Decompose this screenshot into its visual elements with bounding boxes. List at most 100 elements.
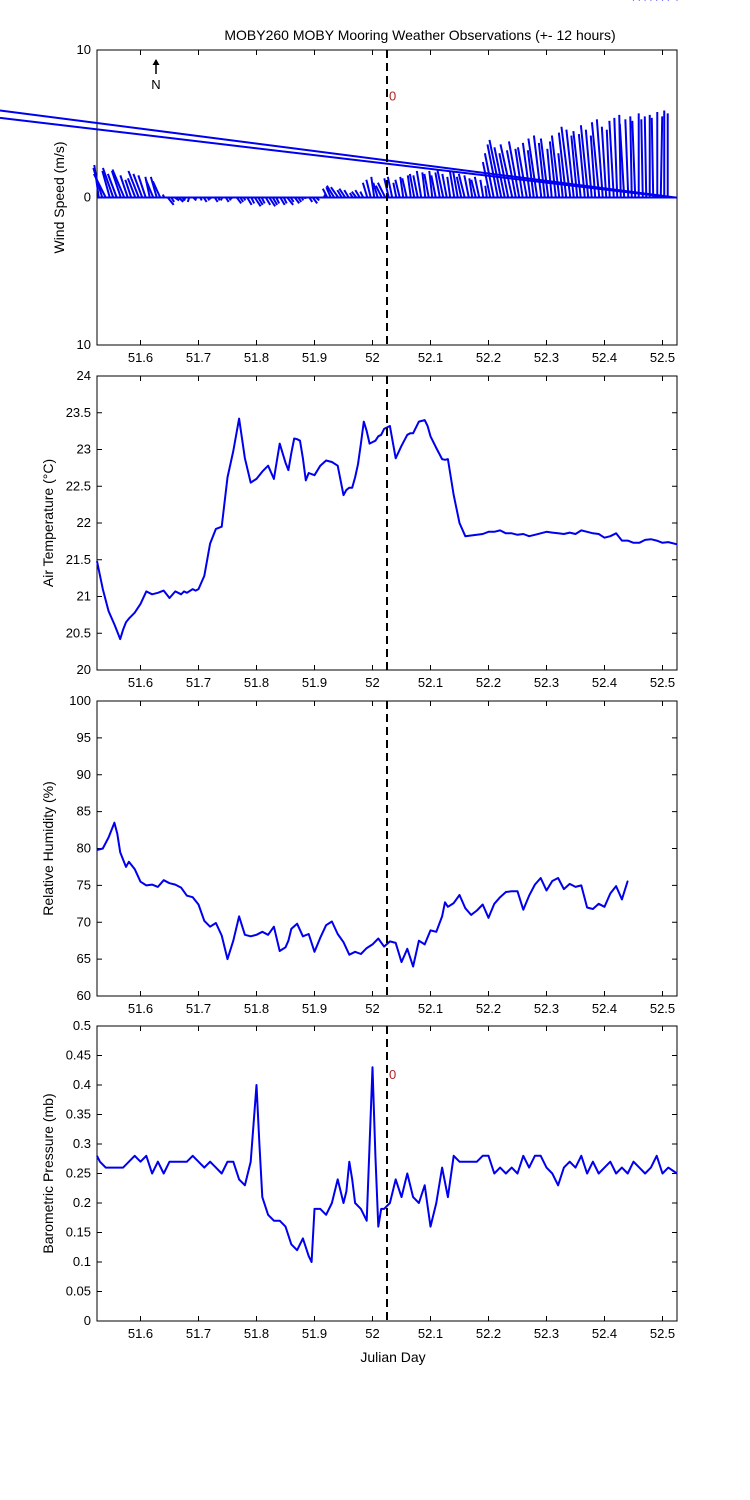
data-point: [444, 901, 446, 903]
x-tick-label: 52: [365, 1326, 379, 1341]
data-point: [163, 590, 165, 592]
wind-stick: [408, 173, 416, 198]
data-point: [186, 1161, 188, 1163]
data-point: [482, 533, 484, 535]
data-point: [487, 1155, 490, 1157]
data-point: [667, 0, 669, 1]
wind-stick: [126, 177, 137, 198]
data-point: [221, 1172, 223, 1175]
x-tick-label: 51.6: [128, 1326, 153, 1341]
data-point: [232, 1161, 234, 1163]
data-point: [598, 533, 600, 535]
wind-stick: [250, 197, 256, 204]
data-point: [656, 1155, 658, 1157]
wind-stick: [315, 196, 320, 202]
wind-stick: [539, 138, 550, 198]
data-point: [157, 592, 159, 594]
wind-stick: [401, 178, 408, 198]
data-point: [360, 1208, 362, 1210]
data-point: [290, 452, 292, 454]
x-tick-label: 52.5: [650, 1326, 675, 1341]
data-point: [609, 892, 611, 895]
data-point: [603, 1167, 606, 1169]
data-point: [493, 1172, 495, 1175]
data-point: [545, 889, 548, 892]
data-point: [441, 1167, 443, 1169]
data-point: [632, 1161, 635, 1163]
data-point: [638, 1167, 640, 1169]
x-tick-label: 51.7: [186, 1001, 211, 1016]
data-point: [470, 914, 472, 916]
data-point: [499, 896, 501, 898]
data-point: [406, 434, 408, 436]
data-point: [113, 822, 115, 824]
wind-stick: [430, 175, 437, 198]
wind-stick: [253, 196, 262, 207]
wind-stick: [361, 182, 369, 198]
wind-stick: [343, 189, 350, 199]
data-point: [580, 529, 582, 531]
data-point: [105, 1167, 107, 1169]
data-point: [511, 890, 513, 892]
wind-stick: [330, 186, 340, 199]
data-point: [580, 1155, 582, 1157]
data-point: [342, 494, 345, 496]
wind-stick: [127, 170, 140, 198]
wind-stick: [499, 144, 514, 198]
data-point: [203, 920, 205, 922]
wind-stick: [650, 117, 655, 198]
data-point: [313, 474, 316, 476]
y-axis-label: Air Temperature (°C): [40, 459, 56, 587]
data-point: [371, 1066, 374, 1068]
wind-stick: [286, 196, 294, 206]
data-point: [493, 531, 495, 533]
y-tick-label: 85: [77, 804, 91, 819]
data-point: [139, 1161, 142, 1163]
marker-label: 0: [389, 88, 396, 103]
wind-stick: [452, 172, 459, 198]
wind-stick: [468, 178, 474, 198]
data-point: [395, 457, 397, 459]
data-point: [180, 886, 182, 889]
data-point: [516, 890, 519, 892]
wind-stick: [608, 120, 615, 198]
data-point: [389, 940, 391, 943]
data-point: [441, 915, 443, 917]
data-point: [592, 1161, 594, 1163]
data-point: [354, 951, 356, 953]
data-point: [615, 532, 617, 534]
wind-stick: [101, 170, 111, 198]
data-point: [418, 1202, 420, 1204]
data-point: [279, 1220, 281, 1222]
x-tick-label: 52: [365, 350, 379, 365]
data-point: [145, 884, 147, 886]
data-point: [357, 463, 359, 465]
wind-stick: [514, 148, 524, 198]
data-point: [644, 1172, 646, 1175]
data-point: [125, 866, 127, 868]
data-point: [650, 538, 652, 540]
data-point: [99, 1161, 101, 1163]
data-point: [305, 479, 307, 481]
data-point: [319, 465, 321, 467]
wind-stick: [365, 179, 372, 198]
data-point: [209, 1161, 211, 1163]
data-point: [215, 1167, 217, 1169]
wind-stick: [209, 196, 212, 200]
data-point: [302, 1237, 304, 1239]
data-point: [197, 588, 200, 590]
data-point: [163, 879, 165, 881]
y-tick-label: 60: [77, 988, 91, 1003]
data-point: [134, 1155, 136, 1157]
data-point: [232, 450, 234, 452]
y-tick-label: 80: [77, 841, 91, 856]
data-point: [108, 610, 110, 612]
data-point: [409, 432, 411, 434]
wind-stick: [192, 196, 197, 202]
data-point: [342, 1202, 345, 1204]
wind-stick: [186, 197, 191, 203]
wind-stick: [526, 150, 535, 198]
data-point: [192, 588, 194, 590]
data-point: [621, 540, 623, 542]
wind-stick: [110, 170, 122, 198]
